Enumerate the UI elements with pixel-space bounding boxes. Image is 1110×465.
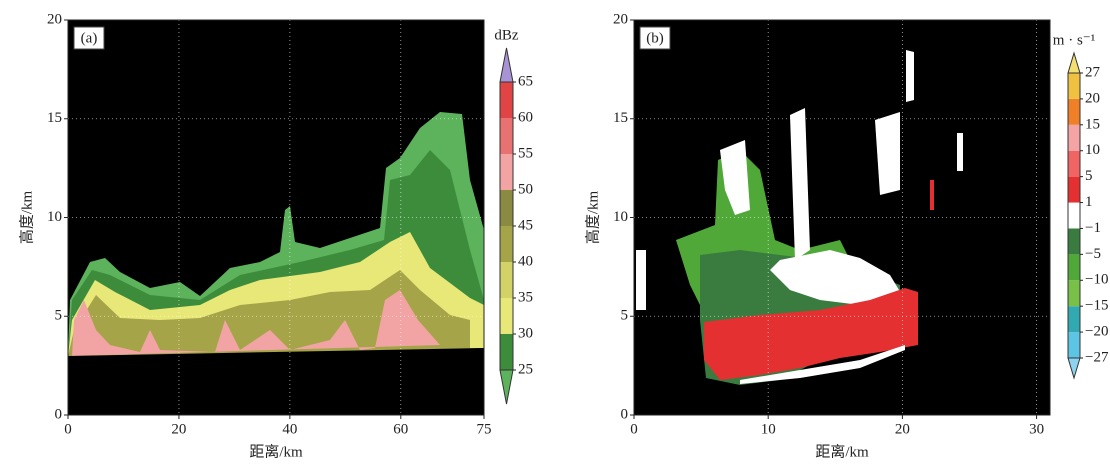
echo-region xyxy=(68,270,470,356)
colorbar-tick-label: 35 xyxy=(518,289,533,305)
colorbar-segment xyxy=(500,154,513,190)
colorbar-tick-label: −1 xyxy=(1085,220,1101,236)
y-tick-label: 0 xyxy=(621,406,629,422)
echo-region xyxy=(636,250,646,310)
colorbar-segment xyxy=(1068,176,1080,203)
colorbar-extend-low xyxy=(1067,357,1081,380)
colorbar-segment xyxy=(1068,306,1080,333)
y-tick-label: 15 xyxy=(47,110,62,126)
colorbar-segment xyxy=(1068,202,1080,229)
colorbar-tick-label: 40 xyxy=(518,253,533,269)
panel-label: (a) xyxy=(81,30,98,46)
colorbar-tick-label: 45 xyxy=(518,217,533,233)
colorbar-tick-label: −20 xyxy=(1085,324,1108,340)
echo-sketch xyxy=(68,20,1050,415)
colorbar-tick-label: 10 xyxy=(1085,142,1100,158)
y-tick-label: 10 xyxy=(47,209,62,225)
y-tick-label: 10 xyxy=(613,209,628,225)
colorbar-segment xyxy=(1068,228,1080,255)
colorbar-segment xyxy=(500,334,513,370)
colorbar-tick-label: 5 xyxy=(1085,168,1093,184)
x-tick-label: 10 xyxy=(761,421,776,437)
plot-frame xyxy=(633,19,1051,416)
colorbar-segment xyxy=(1068,98,1080,125)
echo-region xyxy=(957,133,963,171)
echo-region xyxy=(930,180,934,210)
colorbar-tick-label: 1 xyxy=(1085,194,1093,210)
colorbar-tick-label: 30 xyxy=(518,325,533,341)
y-tick-label: 5 xyxy=(55,308,63,324)
x-tick-label: 0 xyxy=(64,421,72,437)
colorbar-unit: dBz xyxy=(494,27,519,43)
y-tick-label: 20 xyxy=(613,11,628,27)
x-tick-label: 60 xyxy=(393,421,408,437)
colorbar-tick-label: −5 xyxy=(1085,246,1101,262)
colorbar-segment xyxy=(1068,150,1080,177)
colorbar-segment xyxy=(1068,280,1080,307)
colorbar-frame xyxy=(1067,72,1081,359)
echo-region xyxy=(740,345,905,384)
colorbar-segment xyxy=(500,190,513,226)
colorbar-segment xyxy=(1068,332,1080,358)
x-tick-label: 30 xyxy=(1029,421,1044,437)
colorbar-segment xyxy=(1068,124,1080,151)
x-tick-label: 40 xyxy=(282,421,297,437)
panel-label-box xyxy=(73,26,105,50)
colorbar-tick-label: 60 xyxy=(518,109,533,125)
colorbar-segment xyxy=(1068,254,1080,281)
colorbar-segment xyxy=(1068,73,1080,99)
colorbar-tick-label: 15 xyxy=(1085,116,1100,132)
y-axis-label: 高度/km xyxy=(584,191,601,245)
x-axis-label: 距离/km xyxy=(249,443,303,460)
colorbar-unit: m · s⁻¹ xyxy=(1053,32,1095,48)
colorbar-segment xyxy=(500,118,513,154)
colorbar-tick-label: 25 xyxy=(518,361,533,377)
y-tick-label: 20 xyxy=(47,11,62,27)
echo-region xyxy=(790,108,810,260)
echo-region xyxy=(720,140,750,215)
colorbar-extend-high xyxy=(499,47,514,83)
colorbar-segment xyxy=(500,262,513,298)
panel-label-box xyxy=(639,26,671,50)
colorbar-segment xyxy=(500,298,513,334)
colorbar-tick-label: −15 xyxy=(1085,298,1108,314)
echo-region xyxy=(875,112,900,195)
x-tick-label: 20 xyxy=(895,421,910,437)
colorbar-extend-low xyxy=(499,369,514,405)
y-axis-label: 高度/km xyxy=(18,191,35,245)
x-tick-label: 75 xyxy=(477,421,492,437)
colorbar-segment xyxy=(500,82,513,118)
echo-region xyxy=(68,348,484,415)
colorbar-tick-label: 65 xyxy=(518,73,533,89)
x-axis-label: 距离/km xyxy=(815,443,869,460)
colorbar-tick-label: 55 xyxy=(518,145,533,161)
x-tick-label: 20 xyxy=(171,421,186,437)
echo-region xyxy=(704,288,918,380)
colorbar-tick-label: −27 xyxy=(1085,349,1109,365)
y-tick-label: 0 xyxy=(55,406,63,422)
colorbar-tick-label: 20 xyxy=(1085,90,1100,106)
y-tick-label: 15 xyxy=(613,110,628,126)
x-tick-label: 0 xyxy=(630,421,638,437)
y-tick-label: 5 xyxy=(621,308,629,324)
colorbar-tick-label: 27 xyxy=(1085,64,1101,80)
echo-region xyxy=(72,290,440,356)
colorbar-extend-high xyxy=(1067,51,1081,74)
plot-frame xyxy=(67,19,485,416)
colorbar-segment xyxy=(500,226,513,262)
colorbar-tick-label: 50 xyxy=(518,181,533,197)
panel-label: (b) xyxy=(646,30,664,46)
colorbar-tick-label: −10 xyxy=(1085,272,1108,288)
echo-region xyxy=(906,50,914,102)
echo-region xyxy=(770,250,905,305)
